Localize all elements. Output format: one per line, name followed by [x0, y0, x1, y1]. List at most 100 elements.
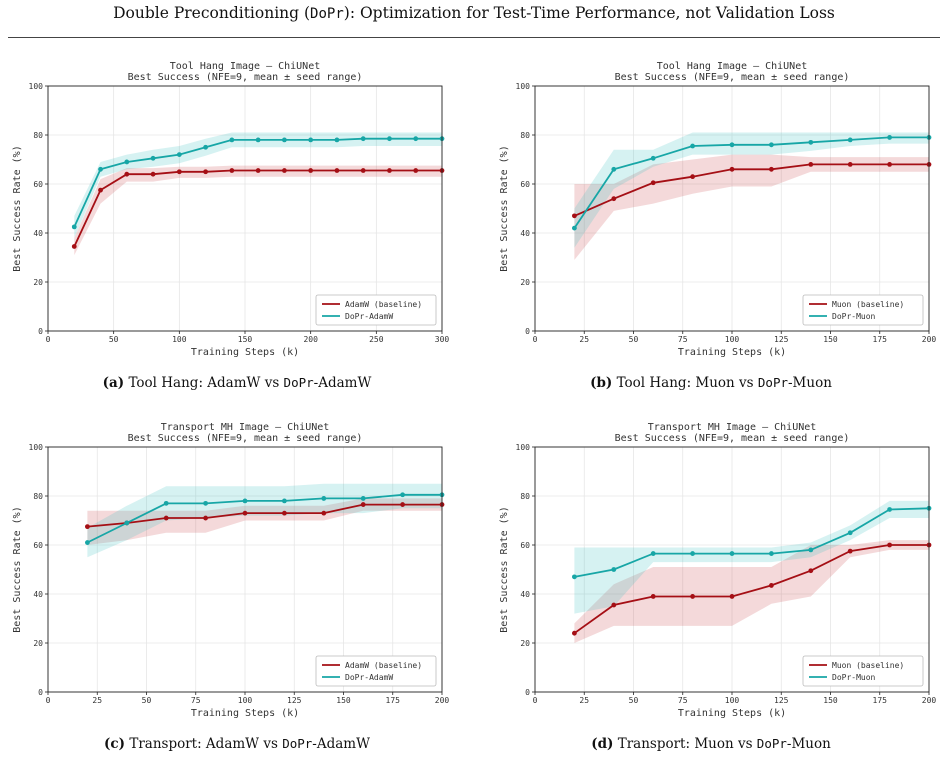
data-point-dopr [124, 159, 130, 165]
seed-range-band-dopr [74, 132, 443, 238]
caption-label: (a) [102, 375, 125, 391]
data-point-dopr [308, 137, 314, 143]
caption-suffix: -Muon [786, 736, 831, 752]
x-tick-label: 200 [922, 696, 937, 705]
x-tick-label: 125 [774, 335, 789, 344]
series-line-dopr [73, 137, 442, 228]
legend-box [802, 294, 924, 326]
data-point-baseline [769, 166, 774, 172]
data-point-dopr [887, 135, 892, 140]
y-axis-label: Best Success Rate (%) [499, 145, 510, 271]
data-point-dopr [242, 498, 248, 504]
data-point-baseline [611, 602, 617, 608]
data-point-baseline [176, 169, 182, 175]
data-point-baseline [308, 168, 314, 173]
data-point-dopr [847, 137, 853, 143]
chart-subtitle: Best Success (NFE=9, mean ± seed range) [128, 433, 363, 444]
legend-label-baseline: Muon (baseline) [832, 300, 904, 309]
data-point-baseline [729, 594, 735, 599]
x-tick-label: 250 [369, 335, 384, 344]
x-tick-label: 50 [142, 696, 152, 705]
legend: Muon (baseline) DoPr-Muon [802, 655, 924, 687]
chart-subtitle: Best Success (NFE=9, mean ± seed range) [128, 72, 363, 83]
chart-title: Transport MH Image — ChiUNet [648, 422, 817, 433]
caption-text: Tool Hang: Muon vs [616, 375, 758, 391]
data-point-baseline [255, 168, 261, 173]
x-tick-label: 50 [629, 335, 639, 344]
legend: AdamW (baseline) DoPr-AdamW [315, 655, 437, 687]
legend-box [802, 655, 924, 687]
chart-title: Tool Hang Image — ChiUNet [657, 61, 808, 72]
y-tick-label: 40 [520, 590, 530, 599]
seed-range-band-dopr [574, 500, 929, 614]
x-tick-label: 100 [238, 696, 253, 705]
series-line-dopr [574, 507, 930, 578]
data-point-dopr [729, 142, 735, 148]
data-point-baseline [808, 568, 814, 574]
data-point-dopr [282, 137, 287, 143]
x-tick-label: 175 [873, 335, 888, 344]
x-tick-label: 75 [678, 696, 688, 705]
x-tick-label: 0 [46, 696, 51, 705]
y-tick-label: 60 [520, 180, 530, 189]
data-point-baseline [808, 162, 814, 167]
legend-box [315, 294, 437, 326]
data-point-baseline [321, 510, 327, 516]
data-point-dopr [203, 144, 209, 150]
series-line-baseline [73, 169, 442, 247]
data-point-dopr [650, 551, 656, 556]
data-point-dopr [572, 574, 577, 580]
data-point-baseline [203, 515, 209, 521]
data-point-baseline [847, 548, 853, 554]
y-tick-label: 100 [516, 443, 531, 452]
legend-label-baseline: Muon (baseline) [832, 661, 904, 670]
data-point-dopr [769, 551, 774, 556]
data-point-baseline [163, 515, 169, 521]
data-point-dopr [229, 137, 235, 143]
data-point-dopr [729, 551, 735, 556]
data-point-dopr [85, 540, 90, 545]
data-point-baseline [690, 594, 695, 599]
y-axis-label: Best Success Rate (%) [12, 506, 23, 632]
x-tick-label: 50 [629, 696, 639, 705]
data-point-baseline [387, 168, 392, 173]
y-tick-label: 20 [33, 278, 43, 287]
caption-text: Transport: Muon vs [617, 736, 757, 752]
data-point-baseline [334, 168, 340, 173]
data-point-baseline [85, 524, 90, 530]
x-tick-label: 25 [579, 696, 589, 705]
caption-a: (a) Tool Hang: AdamW vs DoPr-AdamW [0, 375, 474, 391]
data-point-baseline [650, 180, 656, 186]
x-tick-label: 200 [303, 335, 318, 344]
seed-range-band-baseline [74, 165, 443, 256]
data-point-dopr [611, 567, 617, 572]
y-tick-label: 40 [33, 229, 43, 238]
data-point-baseline [650, 594, 656, 599]
caption-mono: DoPr [282, 736, 313, 751]
data-point-dopr [887, 507, 892, 512]
data-point-baseline [769, 583, 774, 588]
data-point-dopr [163, 500, 169, 506]
chart-subtitle: Best Success (NFE=9, mean ± seed range) [615, 433, 850, 444]
legend-label-baseline: AdamW (baseline) [345, 661, 422, 670]
header-title-prefix: Double Preconditioning ( [113, 4, 311, 22]
caption-text: Transport: AdamW vs [129, 736, 283, 752]
data-point-dopr [360, 136, 366, 142]
page-header: Double Preconditioning (DoPr): Optimizat… [0, 4, 948, 22]
y-tick-label: 0 [525, 327, 530, 336]
legend-label-dopr: DoPr-Muon [832, 673, 876, 682]
data-point-baseline [124, 171, 130, 177]
y-tick-label: 40 [520, 229, 530, 238]
y-tick-label: 80 [33, 492, 43, 501]
caption-label: (c) [104, 736, 126, 752]
data-point-baseline [611, 196, 617, 202]
data-point-dopr [769, 142, 774, 148]
data-point-baseline [690, 174, 695, 180]
series-line-baseline [574, 163, 929, 217]
data-point-dopr [690, 551, 695, 556]
data-point-baseline [71, 244, 77, 249]
legend-box [315, 655, 437, 687]
legend-label-dopr: DoPr-AdamW [345, 673, 393, 682]
data-point-baseline [242, 510, 248, 516]
legend-label-baseline: AdamW (baseline) [345, 300, 422, 309]
